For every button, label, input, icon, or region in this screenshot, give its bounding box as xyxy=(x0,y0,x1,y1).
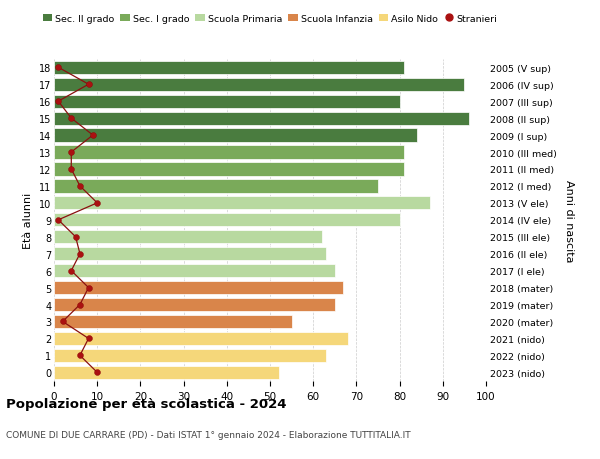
Text: COMUNE DI DUE CARRARE (PD) - Dati ISTAT 1° gennaio 2024 - Elaborazione TUTTITALI: COMUNE DI DUE CARRARE (PD) - Dati ISTAT … xyxy=(6,431,410,440)
Bar xyxy=(54,197,430,210)
Bar xyxy=(54,163,404,176)
Point xyxy=(67,268,76,275)
Point xyxy=(75,183,85,190)
Point xyxy=(92,369,102,376)
Point xyxy=(84,335,94,342)
Bar xyxy=(54,214,400,227)
Bar xyxy=(54,264,335,278)
Point xyxy=(58,318,67,325)
Bar xyxy=(54,247,326,261)
Point xyxy=(67,115,76,123)
Point xyxy=(92,200,102,207)
Bar xyxy=(54,298,335,312)
Point xyxy=(67,149,76,157)
Point xyxy=(53,217,63,224)
Point xyxy=(53,98,63,106)
Bar xyxy=(54,366,278,379)
Bar xyxy=(54,230,322,244)
Bar xyxy=(54,129,417,142)
Bar xyxy=(54,112,469,125)
Point xyxy=(71,234,80,241)
Y-axis label: Età alunni: Età alunni xyxy=(23,192,33,248)
Point xyxy=(75,301,85,308)
Point xyxy=(53,64,63,72)
Point xyxy=(75,251,85,258)
Point xyxy=(84,284,94,291)
Bar xyxy=(54,315,292,328)
Bar xyxy=(54,281,343,295)
Y-axis label: Anni di nascita: Anni di nascita xyxy=(564,179,574,262)
Bar xyxy=(54,349,326,362)
Bar xyxy=(54,180,378,193)
Bar xyxy=(54,62,404,75)
Point xyxy=(88,132,98,140)
Point xyxy=(75,352,85,359)
Bar xyxy=(54,95,400,108)
Point xyxy=(67,166,76,173)
Point xyxy=(84,81,94,89)
Bar xyxy=(54,332,348,345)
Legend: Sec. II grado, Sec. I grado, Scuola Primaria, Scuola Infanzia, Asilo Nido, Stran: Sec. II grado, Sec. I grado, Scuola Prim… xyxy=(43,15,497,24)
Text: Popolazione per età scolastica - 2024: Popolazione per età scolastica - 2024 xyxy=(6,397,287,410)
Bar xyxy=(54,146,404,159)
Bar xyxy=(54,78,464,92)
